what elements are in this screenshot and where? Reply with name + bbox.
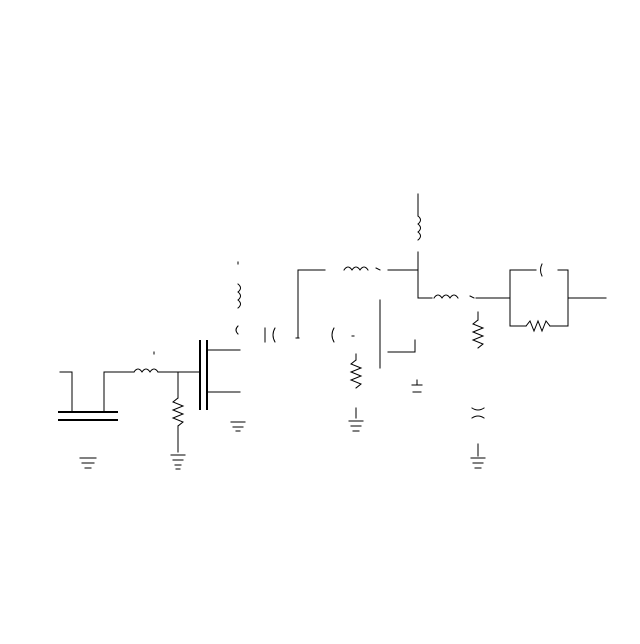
shunt-resistor bbox=[351, 354, 361, 418]
drain-inductor bbox=[236, 262, 241, 334]
bypass-capacitor bbox=[380, 300, 415, 368]
output-resistor bbox=[473, 312, 483, 348]
ground-symbol bbox=[471, 458, 485, 468]
gate-resistor bbox=[173, 372, 183, 452]
ground-symbol bbox=[349, 421, 363, 431]
output-network bbox=[510, 264, 606, 331]
ground-symbol bbox=[412, 380, 422, 392]
supply-inductor bbox=[418, 194, 421, 298]
top-inductor bbox=[344, 267, 380, 270]
shunt-capacitor bbox=[332, 328, 354, 342]
transistor bbox=[200, 340, 240, 410]
ground-symbol bbox=[80, 458, 96, 468]
input-capacitor bbox=[58, 372, 118, 420]
ground-symbol bbox=[231, 422, 245, 431]
input-inductor bbox=[134, 352, 200, 372]
output-inductor bbox=[434, 295, 510, 298]
series-capacitor bbox=[265, 328, 275, 342]
output-capacitor bbox=[472, 408, 484, 456]
ground-symbol bbox=[171, 455, 185, 469]
